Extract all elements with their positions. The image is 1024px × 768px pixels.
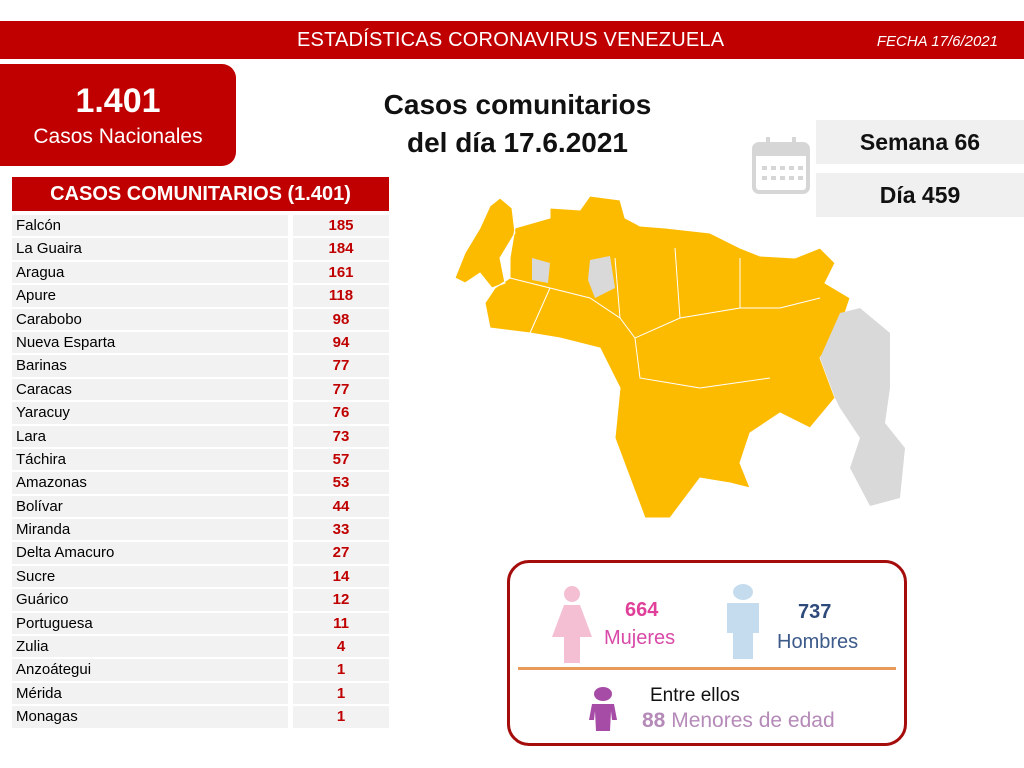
table-row: Falcón 185 <box>12 215 389 239</box>
table-row: Caracas 77 <box>12 378 389 403</box>
table-row: Lara 73 <box>12 425 389 449</box>
state-cases: 184 <box>293 238 389 262</box>
table-row: Carabobo 98 <box>12 308 389 332</box>
state-cases: 11 <box>293 612 389 637</box>
state-name: Barinas <box>12 355 288 379</box>
state-cases: 1 <box>293 682 389 707</box>
divider <box>518 667 896 670</box>
table-row: Amazonas 53 <box>12 472 389 496</box>
page-title: Casos comunitarios del día 17.6.2021 <box>360 86 675 162</box>
state-cases: 4 <box>293 636 389 660</box>
state-name: Yaracuy <box>12 402 288 426</box>
table-row: Nueva Esparta 94 <box>12 331 389 356</box>
table-row: Apure 118 <box>12 285 389 309</box>
table-row: La Guaira 184 <box>12 238 389 262</box>
title-line-1: Casos comunitarios <box>383 89 652 120</box>
state-cases: 76 <box>293 402 389 426</box>
state-cases: 33 <box>293 519 389 543</box>
man-icon <box>727 584 759 659</box>
week-box: Semana 66 <box>816 120 1024 164</box>
table-row: Monagas 1 <box>12 706 389 730</box>
state-name: Sucre <box>12 565 288 590</box>
men-label: Hombres <box>777 631 859 653</box>
state-name: Bolívar <box>12 495 288 520</box>
state-cases: 118 <box>293 285 389 309</box>
table-row: Yaracuy 76 <box>12 402 389 426</box>
state-name: Guárico <box>12 589 288 613</box>
state-name: Anzoátegui <box>12 659 288 683</box>
header-bar: ESTADÍSTICAS CORONAVIRUS VENEZUELA FECHA… <box>0 21 1024 59</box>
minors-line: 88 Menores de edad <box>642 709 835 733</box>
table-row: Bolívar 44 <box>12 495 389 520</box>
table-header: CASOS COMUNITARIOS (1.401) <box>12 177 389 211</box>
state-cases: 27 <box>293 542 389 566</box>
header-title: ESTADÍSTICAS CORONAVIRUS VENEZUELA <box>297 29 725 51</box>
table-row: Zulia 4 <box>12 636 389 660</box>
table-row: Anzoátegui 1 <box>12 659 389 683</box>
state-name: Táchira <box>12 448 288 473</box>
state-cases: 53 <box>293 472 389 496</box>
state-name: Aragua <box>12 261 288 286</box>
map-states-with-cases <box>454 195 851 519</box>
state-name: Falcón <box>12 215 288 239</box>
state-name: La Guaira <box>12 238 288 262</box>
state-name: Amazonas <box>12 472 288 496</box>
map-states-no-cases <box>532 256 905 506</box>
minors-count: 88 <box>642 709 666 732</box>
state-cases: 94 <box>293 331 389 356</box>
state-cases: 161 <box>293 261 389 286</box>
state-name: Miranda <box>12 519 288 543</box>
women-count: 664 <box>625 599 659 621</box>
state-name: Portuguesa <box>12 612 288 637</box>
gender-breakdown-card: 664 Mujeres 737 Hombres Entre ellos 88 M… <box>507 560 907 746</box>
state-name: Delta Amacuro <box>12 542 288 566</box>
national-cases-value: 1.401 <box>75 82 161 120</box>
day-box: Día 459 <box>816 173 1024 217</box>
state-name: Lara <box>12 425 288 449</box>
cases-table: CASOS COMUNITARIOS (1.401) Falcón 185 La G… <box>12 177 389 730</box>
state-name: Mérida <box>12 682 288 707</box>
title-line-2: del día 17.6.2021 <box>406 127 629 158</box>
state-name: Monagas <box>12 706 288 730</box>
table-row: Miranda 33 <box>12 519 389 543</box>
state-cases: 12 <box>293 589 389 613</box>
state-name: Carabobo <box>12 308 288 332</box>
national-cases-label: Casos Nacionales <box>33 125 203 148</box>
table-row: Aragua 161 <box>12 261 389 286</box>
calendar-icon <box>752 137 810 194</box>
state-cases: 98 <box>293 308 389 332</box>
state-cases: 57 <box>293 448 389 473</box>
women-label: Mujeres <box>604 627 676 649</box>
table-row: Portuguesa 11 <box>12 612 389 637</box>
state-cases: 1 <box>293 659 389 683</box>
header-date: FECHA 17/6/2021 <box>876 33 998 50</box>
child-icon <box>589 687 617 731</box>
table-row: Táchira 57 <box>12 448 389 473</box>
minors-intro: Entre ellos <box>650 685 740 706</box>
state-name: Nueva Esparta <box>12 331 288 356</box>
state-cases: 185 <box>293 215 389 239</box>
state-cases: 44 <box>293 495 389 520</box>
table-row: Sucre 14 <box>12 565 389 590</box>
state-cases: 1 <box>293 706 389 730</box>
table-row: Mérida 1 <box>12 682 389 707</box>
table-row: Guárico 12 <box>12 589 389 613</box>
national-cases-card: 1.401 Casos Nacionales <box>0 64 236 166</box>
minors-label: Menores de edad <box>671 709 835 732</box>
state-name: Zulia <box>12 636 288 660</box>
state-name: Apure <box>12 285 288 309</box>
state-cases: 77 <box>293 355 389 379</box>
table-row: Delta Amacuro 27 <box>12 542 389 566</box>
table-row: Barinas 77 <box>12 355 389 379</box>
venezuela-map <box>454 195 905 519</box>
state-cases: 77 <box>293 378 389 403</box>
woman-icon <box>552 586 592 663</box>
state-name: Caracas <box>12 378 288 403</box>
state-cases: 73 <box>293 425 389 449</box>
state-cases: 14 <box>293 565 389 590</box>
men-count: 737 <box>798 601 832 623</box>
